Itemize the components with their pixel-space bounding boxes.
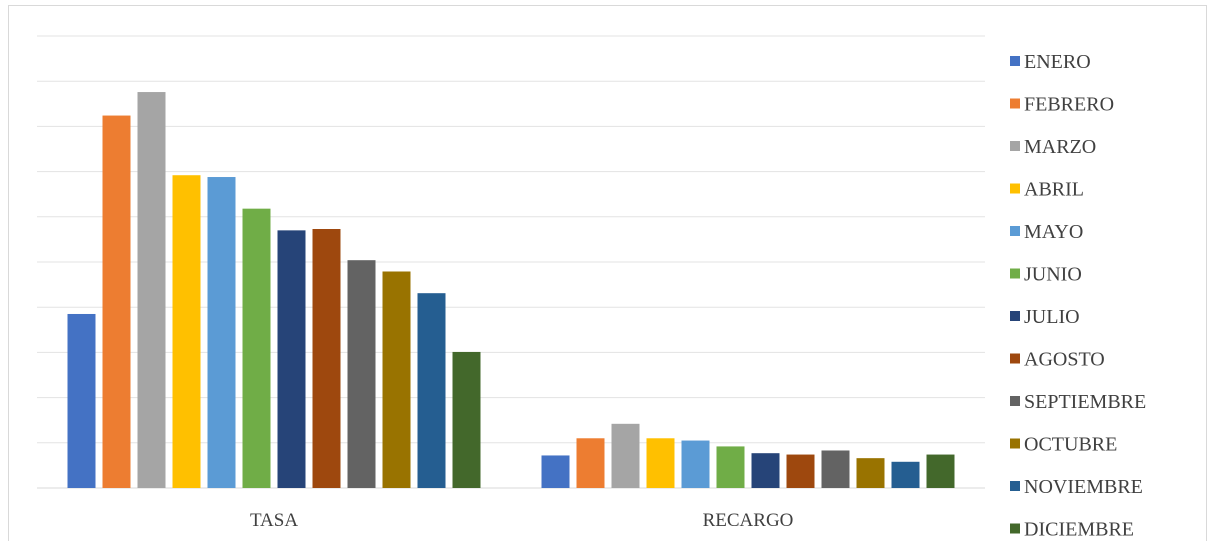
legend-swatch — [1010, 311, 1020, 321]
bar — [207, 177, 236, 489]
legend: ENERO FEBRERO MARZO ABRIL MAYO JUNIO JULIO AGOS… — [1010, 51, 1146, 541]
bar — [137, 92, 166, 488]
legend-label: ABRIL — [1024, 179, 1084, 201]
legend-swatch — [1010, 183, 1020, 194]
bar — [681, 440, 710, 488]
legend-label: NOVIEMBRE — [1024, 476, 1143, 498]
bar — [312, 229, 341, 488]
bar — [67, 313, 96, 488]
bar — [856, 458, 885, 488]
bar — [417, 293, 446, 488]
bar — [926, 454, 955, 488]
legend-item: OCTUBRE — [1010, 434, 1117, 456]
legend-item: DICIEMBRE — [1010, 519, 1134, 541]
legend-label: SEPTIEMBRE — [1024, 391, 1146, 413]
legend-label: ENERO — [1024, 51, 1091, 73]
bar — [242, 208, 271, 488]
x-tick-labels: TASA RECARGO — [250, 510, 793, 531]
bar — [611, 423, 640, 488]
legend-item: FEBRERO — [1010, 94, 1114, 116]
bar — [716, 446, 745, 488]
legend-item: NOVIEMBRE — [1010, 476, 1143, 498]
legend-label: AGOSTO — [1024, 349, 1105, 371]
legend-item: ENERO — [1010, 51, 1091, 73]
legend-swatch — [1010, 226, 1020, 236]
bar — [347, 260, 376, 488]
legend-item: JULIO — [1010, 306, 1080, 328]
legend-swatch — [1010, 98, 1020, 109]
bar — [102, 115, 131, 488]
bar — [277, 230, 306, 489]
bar — [751, 453, 780, 488]
bar — [786, 454, 815, 488]
chart-frame — [8, 5, 1207, 541]
bar — [646, 438, 675, 488]
x-tick-label: TASA — [250, 510, 298, 531]
legend-swatch — [1010, 268, 1020, 279]
legend-label: OCTUBRE — [1024, 434, 1117, 456]
legend-label: MAYO — [1024, 221, 1083, 243]
legend-swatch — [1010, 353, 1020, 364]
legend-item: SEPTIEMBRE — [1010, 391, 1146, 413]
legend-item: JUNIO — [1010, 264, 1082, 286]
legend-item: MARZO — [1010, 136, 1096, 158]
bar — [821, 450, 850, 488]
legend-swatch — [1010, 141, 1020, 151]
bar — [576, 438, 605, 488]
legend-swatch — [1010, 438, 1020, 449]
legend-item: MAYO — [1010, 221, 1083, 243]
bar — [452, 351, 481, 488]
bars — [67, 92, 955, 489]
bar — [891, 461, 920, 488]
legend-swatch — [1010, 396, 1020, 406]
bar — [382, 271, 411, 488]
legend-label: JUNIO — [1024, 264, 1082, 286]
legend-item: AGOSTO — [1010, 349, 1105, 371]
legend-label: DICIEMBRE — [1024, 519, 1134, 541]
legend-label: JULIO — [1024, 306, 1080, 328]
x-tick-label: RECARGO — [703, 510, 794, 531]
legend-swatch — [1010, 481, 1020, 491]
legend-label: FEBRERO — [1024, 94, 1114, 116]
bar — [172, 175, 201, 488]
legend-swatch — [1010, 523, 1020, 534]
bar — [541, 455, 570, 488]
legend-item: ABRIL — [1010, 179, 1084, 201]
legend-label: MARZO — [1024, 136, 1096, 158]
legend-swatch — [1010, 56, 1020, 66]
